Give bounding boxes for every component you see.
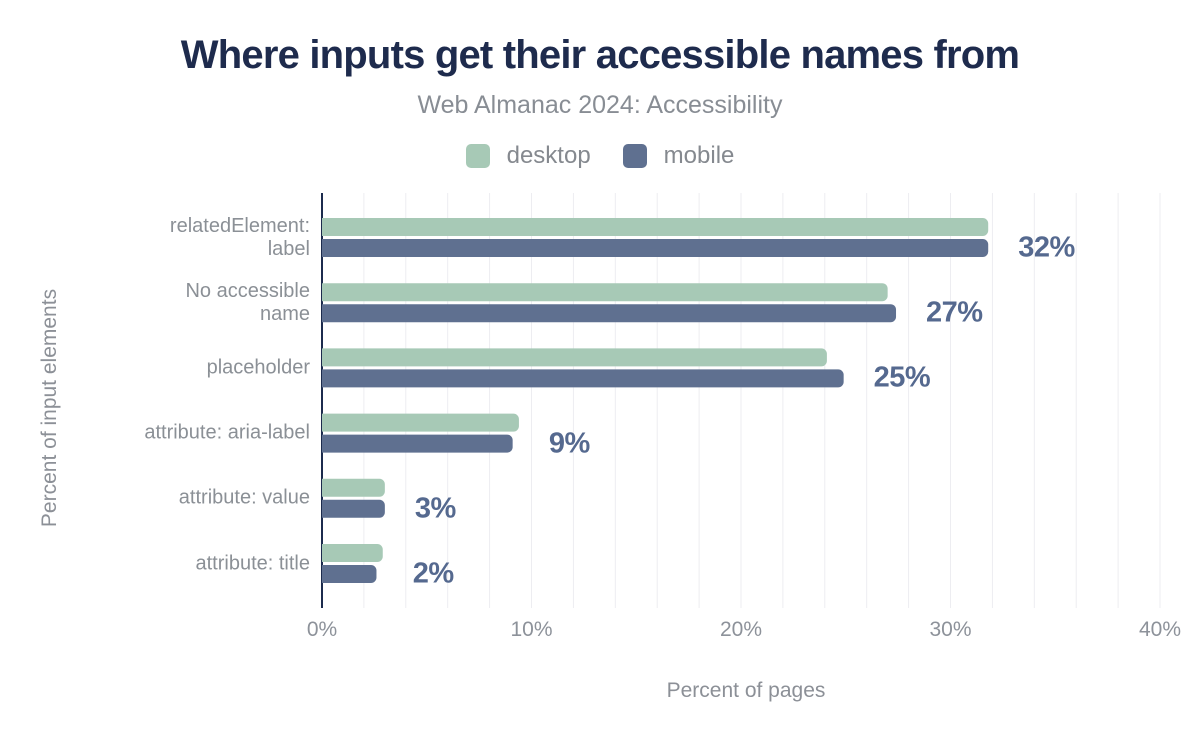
data-label: 32% xyxy=(1018,231,1075,264)
x-tick-label: 0% xyxy=(306,618,338,641)
x-tick-label: 30% xyxy=(929,618,972,641)
legend-item-desktop: desktop xyxy=(465,142,591,170)
bar-desktop xyxy=(322,413,519,432)
x-tick-label: 40% xyxy=(1138,618,1182,641)
data-label: 9% xyxy=(548,427,590,460)
data-label: 2% xyxy=(412,557,454,590)
bar-mobile xyxy=(322,304,897,323)
desktop-swatch-icon xyxy=(465,144,490,168)
category-label: attribute: value xyxy=(178,486,310,509)
bar-desktop xyxy=(322,218,989,236)
category-label: attribute: title xyxy=(195,552,310,574)
x-tick-label: 20% xyxy=(719,618,763,641)
category-label: No accessible name xyxy=(185,279,310,325)
bar-mobile xyxy=(322,369,844,388)
bar-mobile xyxy=(322,239,989,258)
mobile-swatch-icon xyxy=(622,144,647,168)
bar-desktop xyxy=(322,478,385,497)
x-axis-title: Percent of pages xyxy=(666,679,826,702)
chart-legend: desktop mobile xyxy=(0,142,1200,170)
legend-item-mobile: mobile xyxy=(622,142,735,170)
data-label: 3% xyxy=(414,492,456,525)
bar-mobile xyxy=(322,434,513,453)
chart-title: Where inputs get their accessible names … xyxy=(180,33,1020,77)
legend-label-mobile: mobile xyxy=(663,142,735,169)
y-axis-title: Percent of input elements xyxy=(38,288,61,528)
bar-mobile xyxy=(322,565,377,583)
chart-subtitle: Web Almanac 2024: Accessibility xyxy=(417,91,783,119)
data-label: 25% xyxy=(873,361,931,394)
bar-mobile xyxy=(322,499,385,518)
bar-desktop xyxy=(322,348,827,367)
bar-desktop xyxy=(322,544,383,562)
x-tick-label: 10% xyxy=(510,618,553,641)
value-axis-line xyxy=(321,193,323,608)
category-label: placeholder xyxy=(206,356,310,379)
category-label: relatedElement: label xyxy=(169,214,310,260)
category-label: attribute: aria-label xyxy=(144,421,310,444)
legend-label-desktop: desktop xyxy=(506,142,591,169)
bar-desktop xyxy=(322,283,888,302)
data-label: 27% xyxy=(926,296,983,329)
